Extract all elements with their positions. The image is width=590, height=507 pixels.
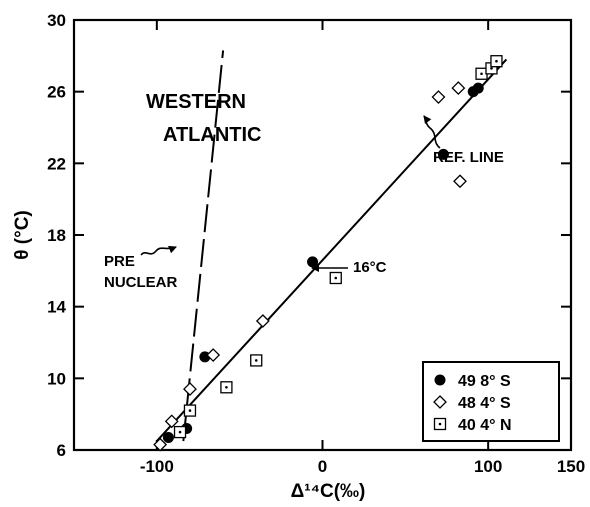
point-diamond [183, 382, 197, 397]
point-square-dot [188, 409, 192, 412]
annotation-western: WESTERN [146, 91, 246, 113]
x-tick-label: 150 [557, 457, 585, 476]
y-tick-label: 22 [47, 154, 66, 173]
annotation-atlantic: ATLANTIC [163, 124, 262, 146]
svg-text:θ (°C): θ (°C) [12, 210, 33, 260]
point-diamond [453, 174, 467, 189]
legend-label-3: 40 4° N [458, 417, 512, 434]
annotation-pre: PRE [104, 253, 135, 270]
point-square-dot [178, 430, 182, 434]
point-diamond [153, 437, 168, 452]
legend-marker-filled-circle [434, 374, 446, 386]
pre-nuclear-line [182, 50, 225, 442]
y-tick-label: 18 [47, 226, 66, 245]
legend-label-2: 48 4° S [458, 395, 511, 412]
point-diamond [206, 348, 221, 362]
y-tick-label: 6 [57, 441, 66, 460]
point-square-dot [254, 359, 258, 362]
y-tick-label: 30 [47, 11, 66, 30]
point-diamond [255, 314, 270, 328]
legend-label-1: 49 8° S [458, 373, 511, 390]
annotation-16c: 16°C [353, 259, 387, 276]
point-square-dot [225, 385, 228, 389]
y-axis-ticks: 6 10 14 18 22 26 30 [47, 11, 571, 460]
pre-nuclear-pointer [140, 245, 177, 256]
y-axis-title: θ (°C) [12, 210, 33, 260]
point-filled-circle [437, 148, 449, 160]
legend-marker-square-dot [438, 422, 442, 426]
annotation-nuclear: NUCLEAR [104, 274, 177, 291]
point-filled-circle [472, 82, 484, 94]
point-diamond [164, 414, 179, 429]
point-filled-circle [162, 431, 174, 443]
x-tick-label: 0 [318, 457, 327, 476]
y-tick-label: 26 [47, 83, 66, 102]
point-diamond [451, 81, 466, 96]
ref-line [156, 58, 508, 442]
reference-lines [156, 50, 508, 442]
point-square-dot [495, 59, 498, 63]
legend-marker-diamond [433, 395, 447, 409]
y-tick-label: 10 [47, 369, 66, 388]
point-square-dot [490, 67, 493, 70]
x-tick-label: 100 [474, 457, 502, 476]
x-axis-title: Δ¹⁴C(‰) [291, 481, 366, 502]
point-square-dot [480, 72, 483, 76]
x-tick-label: -100 [140, 457, 174, 476]
ref-line-pointer [423, 115, 441, 149]
point-square-dot [334, 276, 338, 280]
data-points [153, 55, 503, 452]
point-diamond [431, 90, 446, 104]
annotation-ref-line: REF. LINE [433, 149, 504, 166]
point-filled-circle [307, 256, 319, 268]
x-axis-ticks: -100 0 100 150 [140, 20, 585, 476]
y-tick-label: 14 [47, 298, 66, 317]
legend: 49 8° S 48 4° S 40 4° N [422, 361, 560, 442]
